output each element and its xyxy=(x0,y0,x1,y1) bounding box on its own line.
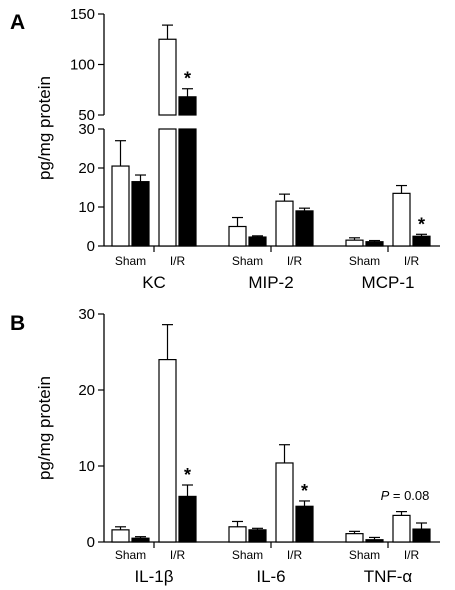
panel-a-y-tick-label: 0 xyxy=(87,238,95,255)
panel-a-bar xyxy=(228,225,247,247)
panel-a-category-label: KC xyxy=(142,273,166,292)
panel-a-group-label-sham: Sham xyxy=(115,254,146,268)
panel-b-bar xyxy=(295,505,314,543)
panel-a-y-tick-label: 100 xyxy=(70,57,95,74)
panel-a-bar xyxy=(131,181,150,247)
tnf-p-value-annotation: P = 0.08 xyxy=(381,488,430,503)
panel-b-bar xyxy=(158,359,177,543)
panel-a-bar xyxy=(248,236,267,247)
panel-a-group-label-ir: I/R xyxy=(170,254,186,268)
panel-b-group-label-ir: I/R xyxy=(170,548,186,562)
p-value-text: = 0.08 xyxy=(389,488,429,503)
panel-b-bar xyxy=(275,462,294,543)
panel-a-bar xyxy=(178,128,197,247)
panel-b-significance-star: * xyxy=(184,465,191,485)
panel-b-group-label-sham: Sham xyxy=(349,548,380,562)
panel-b-y-axis-label: pg/mg protein xyxy=(35,376,54,480)
panel-a-bar xyxy=(412,235,431,247)
panel-a-y-axis-label: pg/mg protein xyxy=(35,76,54,180)
panel-a-bar xyxy=(392,192,411,247)
panel-a-y-tick-label: 20 xyxy=(78,160,95,177)
panel-b-bars: ** xyxy=(111,324,431,543)
panel-a-y-tick-label: 150 xyxy=(70,6,95,23)
panel-a-group-label-sham: Sham xyxy=(232,254,263,268)
p-value-letter: P xyxy=(381,488,390,503)
panel-b-group-label-sham: Sham xyxy=(115,548,146,562)
panel-a-significance-star: * xyxy=(184,69,191,89)
panel-b-bar xyxy=(392,514,411,543)
panel-a-significance-star: * xyxy=(418,214,425,234)
panel-a-bar xyxy=(158,128,177,247)
panel-a-bar xyxy=(111,165,130,247)
panel-a-bars: ** xyxy=(111,24,431,247)
panel-b-group-label-sham: Sham xyxy=(232,548,263,562)
panel-b-bar xyxy=(228,526,247,543)
panel-b-bar xyxy=(111,529,130,543)
panel-b-ticks: 0 10 20 30 xyxy=(78,306,104,551)
panel-b-group-label-ir: I/R xyxy=(404,548,420,562)
panel-a-group-label-ir: I/R xyxy=(404,254,420,268)
panel-b-bar xyxy=(178,495,197,543)
panel-label-a: A xyxy=(10,11,25,34)
panel-b-bar xyxy=(412,528,431,543)
panel-a-bar-upper xyxy=(178,96,197,116)
panel-a-y-tick-label: 50 xyxy=(78,107,95,124)
panel-a-bar xyxy=(345,239,364,247)
panel-a-group-label-sham: Sham xyxy=(349,254,380,268)
panel-b-y-tick-label: 20 xyxy=(78,382,95,399)
panel-b-group-label-ir: I/R xyxy=(287,548,303,562)
panel-b-category-label: IL-6 xyxy=(256,567,285,586)
panel-b-category-label: IL-1β xyxy=(134,567,173,586)
panel-a-bar xyxy=(295,210,314,247)
panel-b-significance-star: * xyxy=(301,481,308,501)
panel-b-y-tick-label: 0 xyxy=(87,534,95,551)
panel-b-bar xyxy=(131,537,150,543)
panel-a-bar xyxy=(365,241,384,247)
panel-a-labels: Sham I/R KC Sham I/R MIP-2 Sham I/R MCP-1 xyxy=(115,246,420,292)
panel-b-y-tick-label: 30 xyxy=(78,306,95,323)
panel-a-bar xyxy=(275,200,294,247)
panel-a-category-label: MIP-2 xyxy=(248,273,293,292)
panel-b-category-label: TNF-α xyxy=(364,567,413,586)
panel-b-bar xyxy=(345,533,364,543)
panel-label-b: B xyxy=(10,312,25,335)
panel-b-bar xyxy=(365,539,384,543)
panel-a-bar-upper xyxy=(158,38,177,116)
panel-a-y-tick-label: 30 xyxy=(78,121,95,138)
panel-b-y-tick-label: 10 xyxy=(78,458,95,475)
panel-a-group-label-ir: I/R xyxy=(287,254,303,268)
panel-b-bar xyxy=(248,529,267,543)
panel-a-category-label: MCP-1 xyxy=(362,273,415,292)
panel-a-y-tick-label: 10 xyxy=(78,199,95,216)
